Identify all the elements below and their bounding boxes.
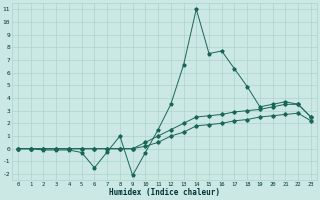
X-axis label: Humidex (Indice chaleur): Humidex (Indice chaleur) <box>109 188 220 197</box>
